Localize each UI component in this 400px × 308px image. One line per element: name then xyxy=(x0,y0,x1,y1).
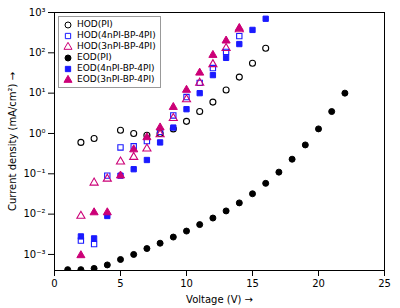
svg-text:10³: 10³ xyxy=(29,7,46,18)
svg-text:10⁰: 10⁰ xyxy=(29,128,46,139)
svg-text:0: 0 xyxy=(51,278,57,289)
html-text:HOD(3nPI-BP-4PI): HOD(3nPI-BP-4PI) xyxy=(77,41,156,51)
html-text:EOD(3nPI-BP-4PI): EOD(3nPI-BP-4PI) xyxy=(77,74,155,84)
svg-text:10: 10 xyxy=(180,278,193,289)
svg-text:15: 15 xyxy=(246,278,259,289)
svg-text:10⁻³: 10⁻³ xyxy=(23,249,45,260)
html-text:HOD(PI): HOD(PI) xyxy=(77,19,113,29)
html-text:HOD(4nPI-BP-4PI): HOD(4nPI-BP-4PI) xyxy=(77,30,156,40)
svg-text:10²: 10² xyxy=(29,47,46,58)
svg-text:10⁻²: 10⁻² xyxy=(23,208,45,219)
svg-text:10⁻¹: 10⁻¹ xyxy=(23,168,45,179)
html-text:EOD(4nPI-BP-4PI): EOD(4nPI-BP-4PI) xyxy=(77,63,155,73)
svg-text:Current density (mA/cm²) →: Current density (mA/cm²) → xyxy=(7,72,18,211)
svg-text:10¹: 10¹ xyxy=(29,87,46,98)
svg-text:Voltage (V) →: Voltage (V) → xyxy=(186,294,253,305)
svg-text:5: 5 xyxy=(117,278,123,289)
svg-text:20: 20 xyxy=(312,278,325,289)
svg-text:25: 25 xyxy=(378,278,391,289)
html-text:EOD(PI): EOD(PI) xyxy=(77,52,112,62)
